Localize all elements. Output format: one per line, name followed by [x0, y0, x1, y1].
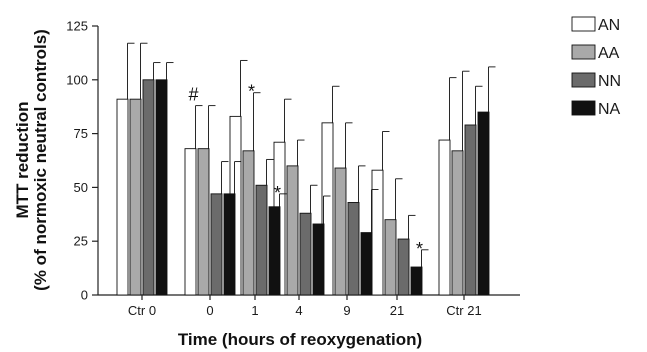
bar-nn	[347, 202, 360, 296]
bar-na	[268, 206, 281, 296]
legend-swatch-aa	[571, 44, 596, 60]
x-ticks: Ctr 0 0 1 4 9 21 Ctr 21	[128, 295, 482, 318]
y-tick-label: 25	[74, 234, 88, 249]
bar-an	[321, 122, 334, 296]
significance-marker: *	[416, 239, 423, 259]
annotations: # * * *	[188, 82, 423, 259]
bar-aa	[242, 150, 255, 296]
legend-label-aa: AA	[598, 45, 620, 62]
bar-nn	[255, 184, 268, 296]
legend-label-an: AN	[598, 17, 620, 34]
y-tick-label: 0	[81, 288, 88, 303]
legend-swatch-na	[571, 100, 596, 116]
legend: AN AA NN NA	[571, 16, 621, 118]
legend-swatch-an	[571, 16, 596, 32]
bar-aa	[129, 98, 142, 296]
significance-marker: #	[188, 85, 198, 105]
bar-nn	[299, 212, 312, 296]
y-ticks: 0 25 50 75 100 125	[66, 19, 98, 303]
y-axis-title-line1: MTT reduction	[13, 101, 32, 218]
bar-nn	[397, 238, 410, 296]
legend-label-nn: NN	[598, 73, 621, 90]
bar-an	[371, 169, 384, 296]
x-tick-label: Ctr 0	[128, 303, 156, 318]
bars	[116, 79, 490, 296]
x-tick-label: 1	[251, 303, 258, 318]
x-tick-label: 9	[343, 303, 350, 318]
bar-aa	[197, 148, 210, 296]
bar-an	[438, 139, 451, 296]
y-tick-label: 125	[66, 19, 88, 34]
bar-aa	[286, 165, 299, 296]
x-axis-title: Time (hours of reoxygenation)	[178, 330, 422, 349]
y-tick-label: 100	[66, 72, 88, 87]
x-tick-label: 0	[206, 303, 213, 318]
bar-an	[116, 98, 129, 296]
x-tick-label: 21	[390, 303, 404, 318]
bar-nn	[210, 193, 223, 296]
bar-na	[360, 232, 373, 296]
significance-marker: *	[274, 183, 281, 203]
bar-na	[312, 223, 325, 296]
bar-na	[223, 193, 236, 296]
y-axis-title-line2: (% of normoxic neutral controls)	[31, 29, 50, 291]
bar-nn	[464, 124, 477, 296]
bar-aa	[384, 219, 397, 296]
x-tick-label: Ctr 21	[446, 303, 481, 318]
error-bars	[127, 42, 496, 268]
bar-na	[155, 79, 168, 296]
x-tick-label: 4	[295, 303, 302, 318]
bar-aa	[334, 167, 347, 296]
y-tick-label: 75	[74, 126, 88, 141]
bar-nn	[142, 79, 155, 296]
legend-label-na: NA	[598, 101, 621, 118]
significance-marker: *	[248, 82, 255, 102]
bar-na	[410, 266, 423, 296]
y-tick-label: 50	[74, 180, 88, 195]
bar-aa	[451, 150, 464, 296]
y-axis-title: MTT reduction (% of normoxic neutral con…	[13, 29, 50, 291]
legend-swatch-nn	[571, 72, 596, 88]
bar-na	[477, 111, 490, 296]
bar-an	[184, 148, 197, 296]
